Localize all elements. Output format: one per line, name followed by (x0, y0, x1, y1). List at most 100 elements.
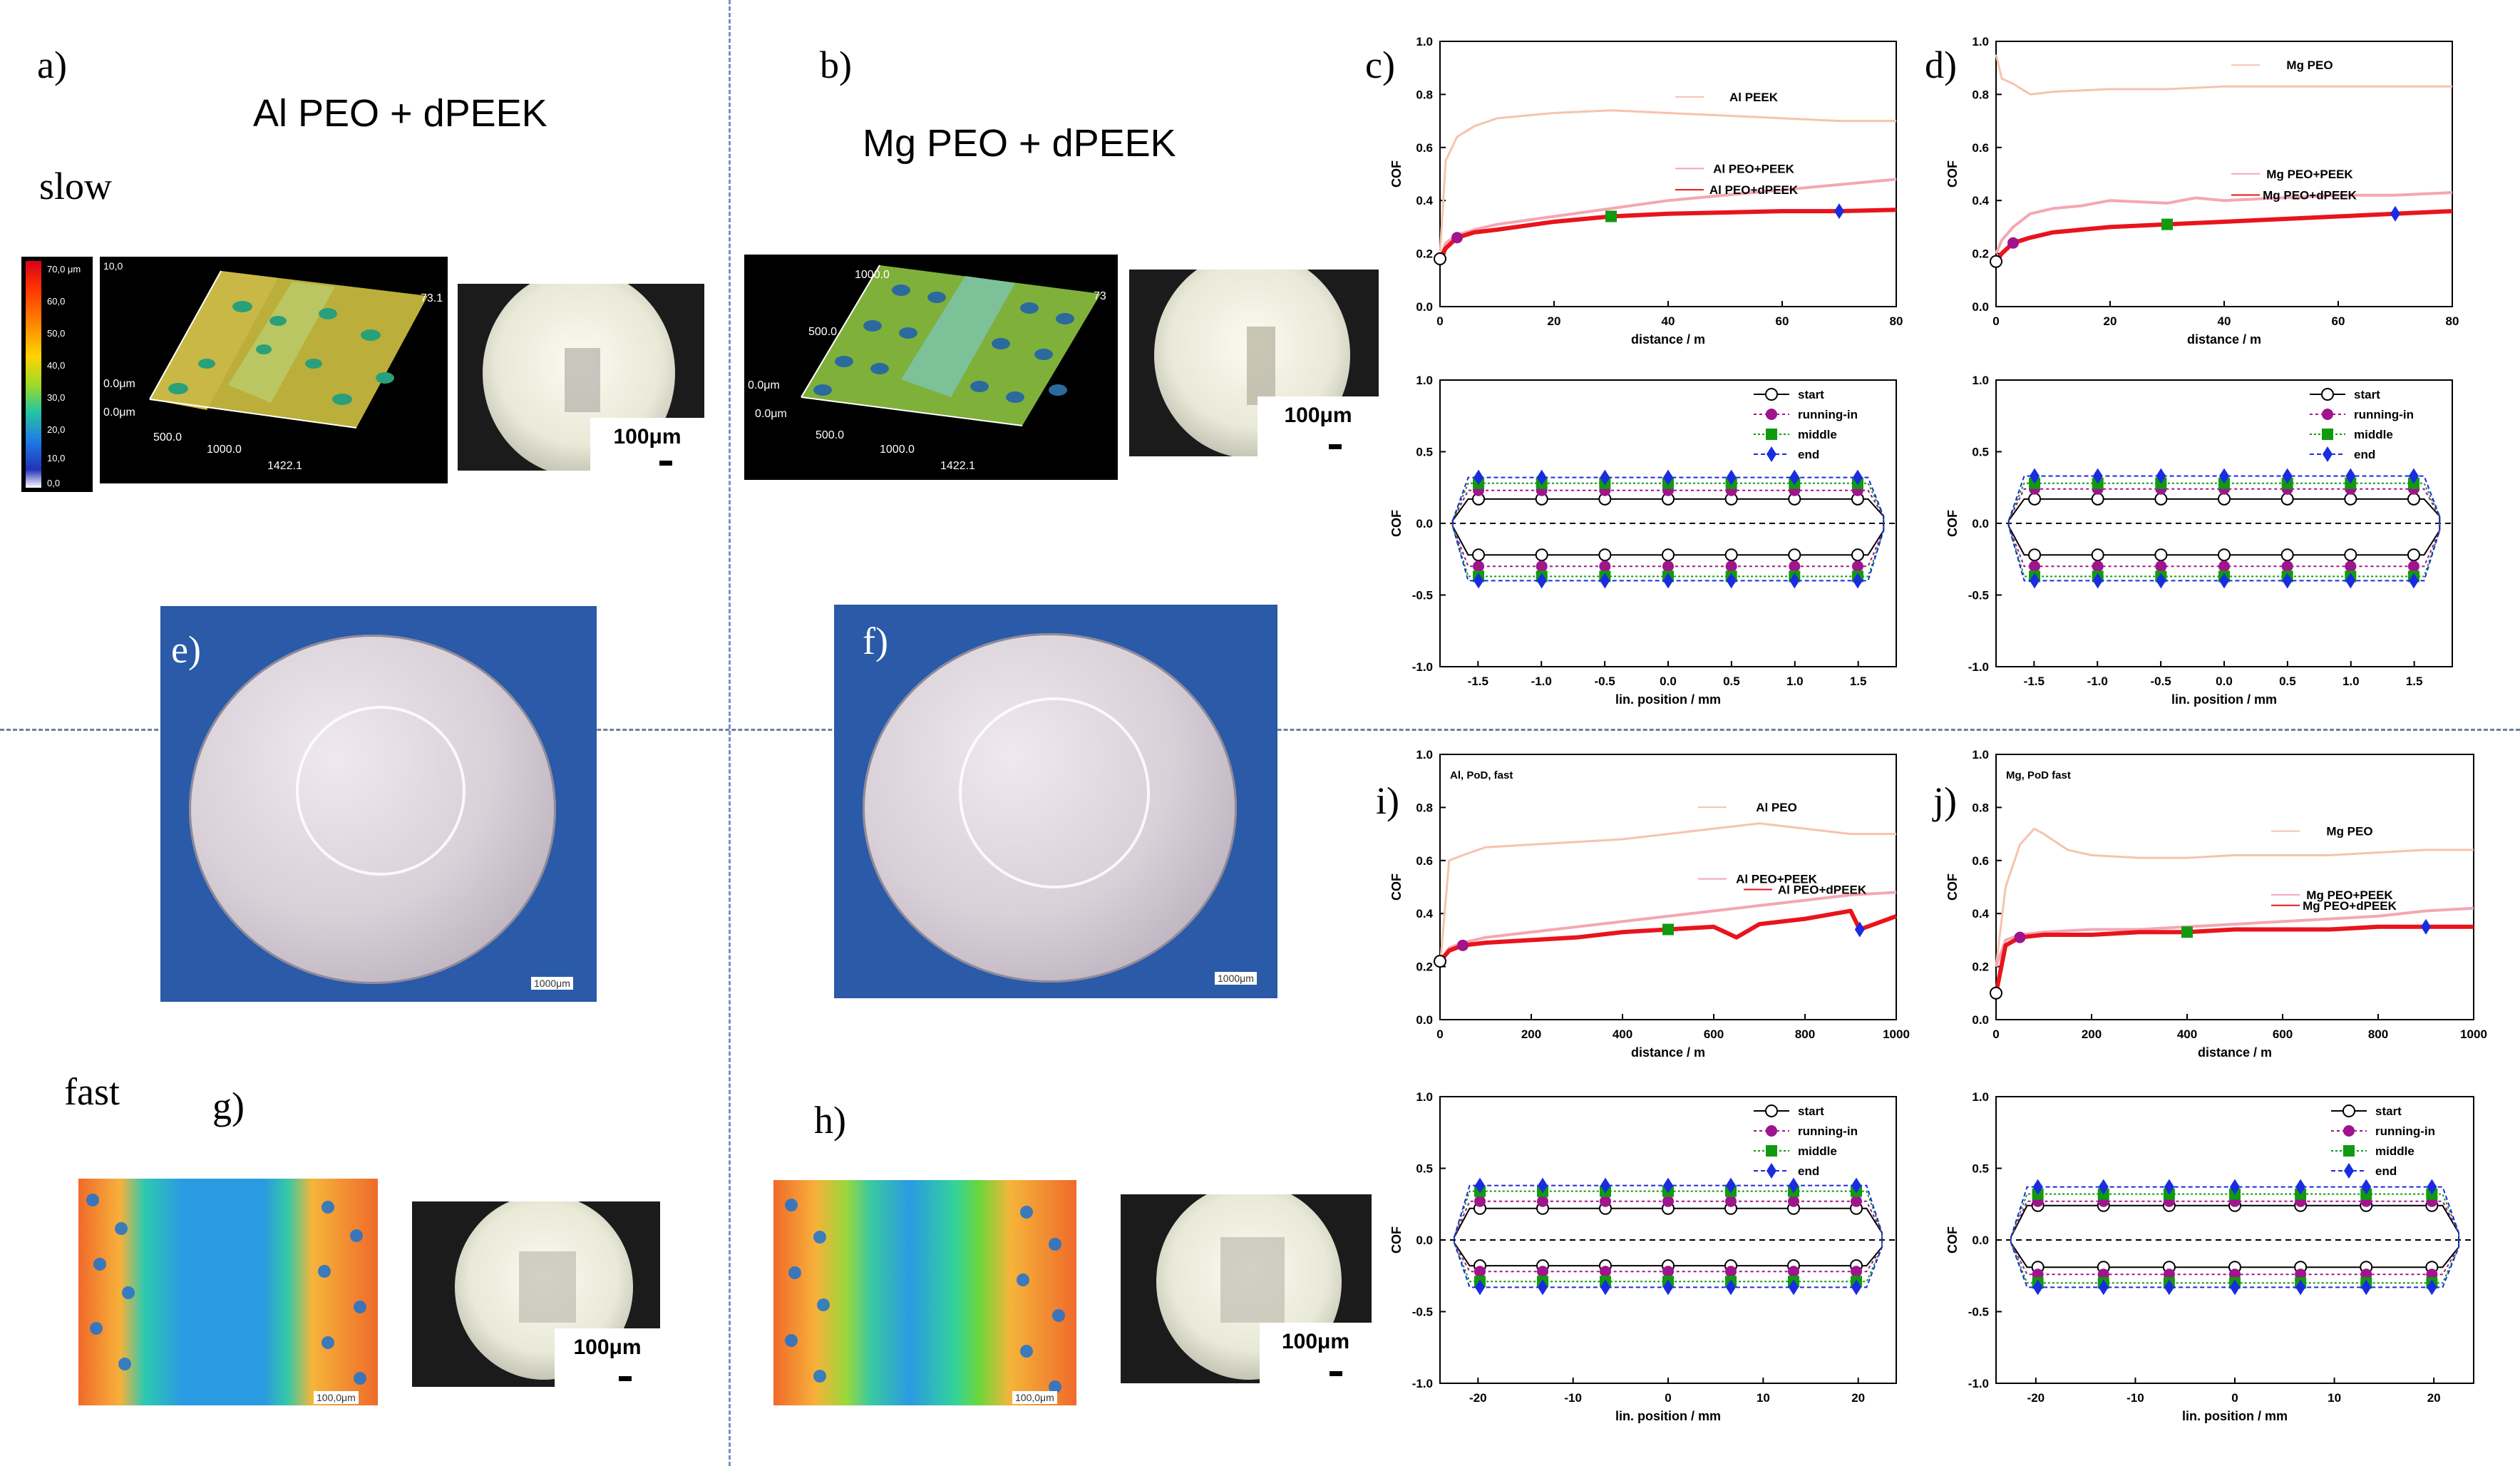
chart-j-frame (1995, 754, 2474, 1020)
chart-c-series-label: Al PEO+dPEEK (1709, 183, 1799, 197)
chart-d2-marker (2218, 492, 2231, 506)
panel-j-label: j) (1933, 779, 1957, 822)
chart-i2-marker (1663, 1279, 1673, 1296)
chart-j2-ytick-label: -1.0 (1968, 1377, 1989, 1390)
panel-a-title: Al PEO + dPEEK (253, 92, 547, 135)
topo-axis-label: 0.0μm (103, 406, 135, 419)
chart-j2-marker (2032, 1268, 2044, 1281)
chart-c2-legend-marker (1766, 446, 1776, 462)
chart-j2-ytick-label: -0.5 (1968, 1306, 1989, 1319)
chart-i-ytick-label: 0.8 (1416, 801, 1433, 814)
chart-d2-xtick-label: 0.0 (2216, 675, 2233, 688)
micrograph-h-fast: 100μm (1121, 1194, 1372, 1383)
chart-c2-marker (1852, 573, 1863, 589)
chart-j-xtick-label: 800 (2368, 1027, 2388, 1041)
chart-i-series-line (1439, 822, 1896, 967)
heatmap-h: 100,0μm (773, 1180, 1076, 1405)
chart-i2-xtick-label: -10 (1564, 1391, 1582, 1405)
chart-d2-xtick-label: -0.5 (2150, 675, 2171, 688)
chart-j2-xtick-label: -20 (2027, 1391, 2045, 1405)
chart-i2-marker (1726, 1279, 1736, 1296)
chart-c2-marker (1598, 548, 1612, 562)
chart-c2-marker (1662, 560, 1674, 573)
sample-photo-e: e) 1000μm (160, 606, 597, 1002)
chart-i2-marker (1474, 1195, 1486, 1207)
panel-f-label: f) (863, 620, 888, 662)
chart-i2-marker (1725, 1195, 1737, 1207)
chart-i2-marker (1851, 1195, 1862, 1207)
chart-i2-xtick-label: -20 (1469, 1391, 1487, 1405)
chart-d2-marker (2091, 492, 2104, 506)
chart-d-xtick-label: 40 (2218, 314, 2231, 328)
chart-i2-marker (1538, 1279, 1548, 1296)
chart-c-ylabel: COF (1389, 160, 1404, 188)
chart-d-frame (1995, 41, 2453, 307)
chart-j-xtick-label: 200 (2082, 1027, 2102, 1041)
colorbar-tick: 40,0 (47, 360, 66, 371)
chart-d-dpeek-marker (2007, 237, 2019, 249)
chart-j2-marker (2295, 1279, 2306, 1296)
chart-j2-ytick-label: 1.0 (1972, 1090, 1989, 1104)
cof-distance-chart-c: 0.0 0.2 0.4 0.6 0.8 1.0 0 20 40 60 80 distance / m C… (1389, 35, 1903, 347)
chart-d2-marker (2345, 560, 2357, 573)
chart-i2-marker (1600, 1266, 1611, 1278)
colorbar-tick: 0,0 (47, 478, 61, 488)
chart-d2-marker (2344, 548, 2357, 562)
chart-i-series-label: Al PEO+PEEK (1736, 873, 1818, 886)
chart-c2-marker (1788, 548, 1801, 562)
chart-i2-marker (1538, 1177, 1548, 1194)
chart-c-dpeek-marker (1451, 232, 1463, 244)
micrograph-a-slow: 100μm (458, 284, 704, 471)
chart-i2-series-end (1454, 1177, 1883, 1296)
chart-i-xtick-label: 400 (1613, 1027, 1632, 1041)
chart-d-xtick-label: 80 (2446, 314, 2459, 328)
topography-3d-a: 0.0μm 0.0μm 500.0 1000.0 1422.1 73.1 10,… (100, 257, 448, 483)
chart-d2-marker (2345, 573, 2356, 589)
chart-i2-xtick-label: 0 (1665, 1391, 1671, 1405)
chart-c2-legend-label: middle (1798, 428, 1837, 441)
colorbar-tick: 10,0 (47, 453, 66, 463)
chart-j2-marker (2295, 1179, 2306, 1195)
chart-j-xtick-label: 600 (2273, 1027, 2293, 1041)
topography-3d-b: 1000.0 500.0 0.0μm 0.0μm 500.0 1000.0 14… (744, 255, 1118, 480)
chart-d2-ytick-label: 0.0 (1972, 517, 1989, 530)
chart-c2-xlabel: lin. position / mm (1615, 692, 1721, 707)
chart-i-xtick-label: 600 (1704, 1027, 1724, 1041)
chart-c2-marker (1851, 560, 1863, 573)
chart-i-ytick-label: 1.0 (1416, 748, 1433, 762)
chart-j2-frame (1995, 1096, 2474, 1384)
chart-c2-legend-label: running-in (1798, 408, 1858, 421)
chart-c2-ytick-label: 1.0 (1416, 374, 1433, 387)
chart-d2-frame (1995, 379, 2453, 667)
chart-c-xtick-label: 40 (1662, 314, 1675, 328)
topo-axis-label: 500.0 (153, 431, 182, 444)
chart-d2-marker (2028, 548, 2042, 562)
chart-d2-xtick-label: 1.0 (2342, 675, 2360, 688)
chart-d-xtick-label: 60 (2332, 314, 2345, 328)
chart-c2-marker (1724, 548, 1738, 562)
chart-c-xtick-label: 0 (1436, 314, 1443, 328)
chart-i-ytick-label: 0.0 (1416, 1013, 1433, 1027)
sample-scale-e: 1000μm (531, 977, 573, 990)
chart-i2-xtick-label: 20 (1851, 1391, 1865, 1405)
chart-i-series-label: Al PEO (1756, 801, 1797, 814)
chart-j-xtick-label: 1000 (2460, 1027, 2487, 1041)
chart-j-ytick-label: 0.6 (1972, 854, 1989, 868)
chart-d-ytick-label: 0.2 (1972, 247, 1989, 261)
chart-j-series-label: Mg PEO (2326, 825, 2372, 839)
colorbar-tick: 20,0 (47, 424, 66, 435)
chart-j2-legend-marker (2342, 1104, 2355, 1117)
chart-d2-marker (2280, 548, 2294, 562)
chart-c2-marker (1599, 560, 1611, 573)
chart-d2-xtick-label: -1.5 (2024, 675, 2045, 688)
chart-j2-marker (2164, 1179, 2174, 1195)
chart-i-dpeek-marker (1662, 923, 1674, 936)
chart-j2-marker (2164, 1279, 2174, 1296)
chart-d2-marker (2282, 468, 2293, 484)
panel-b-title: Mg PEO + dPEEK (863, 122, 1176, 165)
topo-axis-label: 1422.1 (940, 460, 975, 472)
topo-axis-label: 1000.0 (855, 269, 890, 281)
chart-d2-marker (2092, 560, 2104, 573)
chart-j2-marker (2230, 1179, 2240, 1195)
cof-distance-chart-d: 0.0 0.2 0.4 0.6 0.8 1.0 0 20 40 60 80 distance / m C… (1945, 35, 2459, 347)
